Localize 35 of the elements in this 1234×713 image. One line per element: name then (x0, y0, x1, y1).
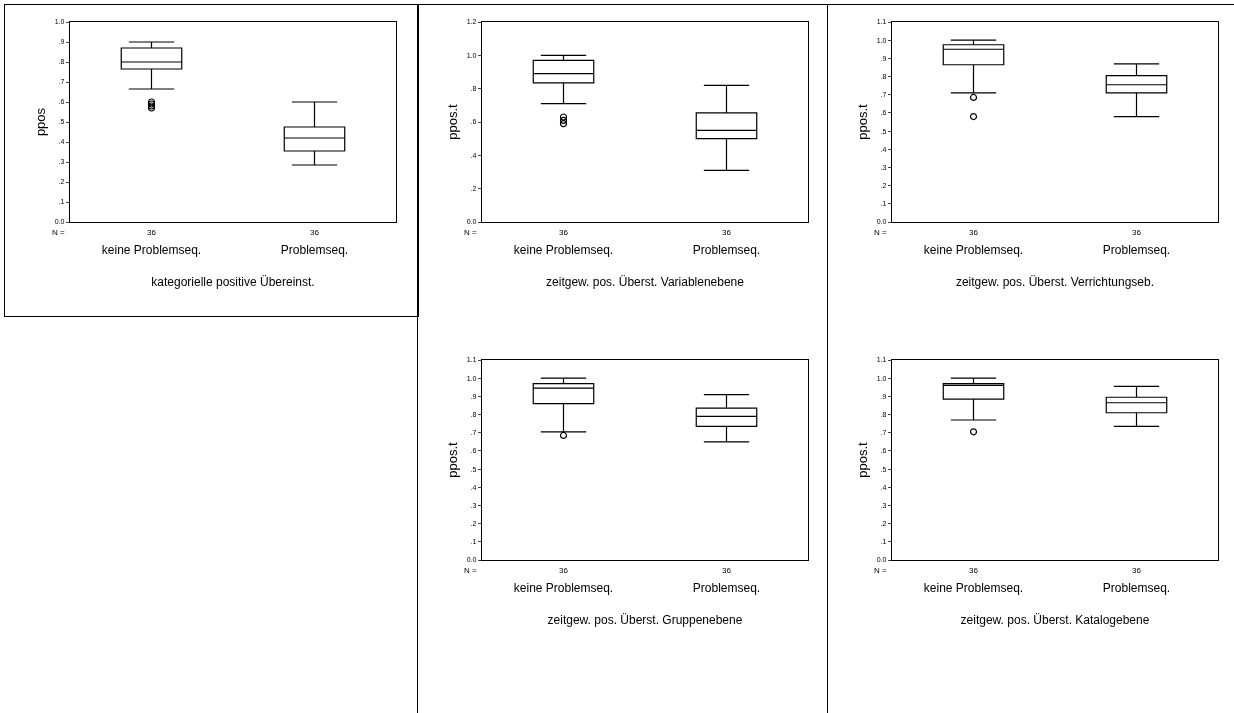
text: 36 (1132, 566, 1142, 575)
text: 36 (969, 566, 979, 575)
y-axis-title: ppos (32, 107, 48, 137)
y-axis-title: ppos.t (854, 441, 870, 478)
x-tick-label: keine Problemseq. (923, 580, 1024, 595)
x-tick-label: Problemseq. (1102, 242, 1171, 257)
y-axis-title: ppos.t (444, 441, 460, 478)
x-tick-label: Problemseq. (280, 242, 349, 257)
x-axis-title: zeitgew. pos. Überst. Verrichtungseb. (955, 275, 1155, 290)
text: 36 (310, 228, 320, 237)
text: 36 (559, 566, 569, 575)
x-tick-label: keine Problemseq. (513, 242, 614, 257)
text: 36 (559, 228, 569, 237)
x-tick-label: Problemseq. (692, 242, 761, 257)
x-axis-title: zeitgew. pos. Überst. Variablenebene (546, 275, 745, 290)
y-axis-title: ppos.t (854, 103, 870, 140)
x-tick-label: keine Problemseq. (923, 242, 1024, 257)
text: 36 (147, 228, 157, 237)
text: N = (874, 566, 887, 575)
x-axis-title: zeitgew. pos. Überst. Gruppenebene (547, 613, 743, 628)
text: N = (52, 228, 65, 237)
text: N = (464, 228, 477, 237)
y-axis-title: ppos.t (444, 103, 460, 140)
x-tick-label: keine Problemseq. (101, 242, 202, 257)
x-tick-label: Problemseq. (692, 580, 761, 595)
text: 36 (722, 228, 732, 237)
text: 36 (1132, 228, 1142, 237)
text: 36 (969, 228, 979, 237)
text: 36 (722, 566, 732, 575)
x-axis-title: kategorielle positive Übereinst. (151, 275, 315, 290)
x-tick-label: Problemseq. (1102, 580, 1171, 595)
text: N = (874, 228, 887, 237)
x-tick-label: keine Problemseq. (513, 580, 614, 595)
text: N = (464, 566, 477, 575)
x-axis-title: zeitgew. pos. Überst. Katalogebene (960, 613, 1150, 628)
